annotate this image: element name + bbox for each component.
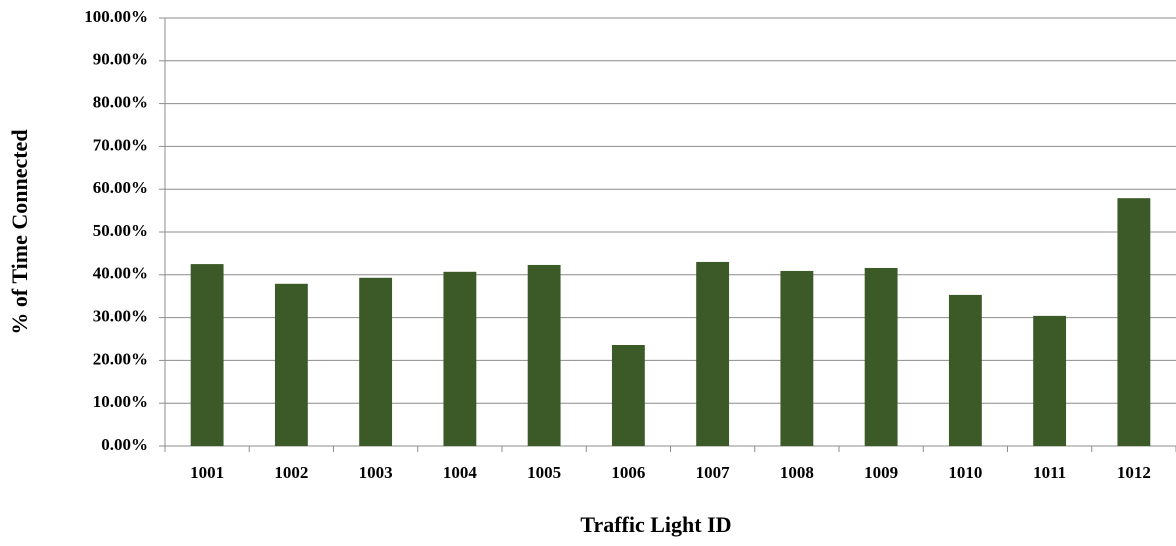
y-tick-label: 50.00% (93, 221, 148, 240)
y-tick-label: 90.00% (93, 50, 148, 69)
x-tick-label: 1007 (696, 463, 731, 482)
bar (443, 271, 477, 446)
bar (864, 267, 898, 446)
bar (274, 283, 308, 446)
bar (190, 264, 224, 446)
y-tick-label: 80.00% (93, 93, 148, 112)
x-tick-label: 1001 (190, 463, 224, 482)
bar (948, 294, 982, 446)
y-tick-label: 0.00% (101, 435, 148, 454)
bar (780, 270, 814, 446)
y-tick-label: 100.00% (84, 7, 148, 26)
bar (1033, 315, 1067, 446)
y-tick-label: 10.00% (93, 392, 148, 411)
x-tick-label: 1011 (1033, 463, 1066, 482)
x-tick-label: 1004 (443, 463, 478, 482)
y-tick-label: 20.00% (93, 349, 148, 368)
x-tick-label: 1002 (274, 463, 308, 482)
x-tick-label: 1009 (864, 463, 898, 482)
bar (527, 264, 561, 446)
x-tick-label: 1010 (948, 463, 982, 482)
x-tick-label: 1012 (1117, 463, 1151, 482)
x-tick-label: 1008 (780, 463, 814, 482)
y-tick-label: 30.00% (93, 307, 148, 326)
x-axis-title: Traffic Light ID (580, 512, 731, 537)
y-tick-label: 40.00% (93, 264, 148, 283)
bar (696, 261, 730, 446)
y-tick-label: 60.00% (93, 178, 148, 197)
bar (611, 344, 645, 446)
bar (359, 277, 393, 446)
x-tick-label: 1003 (359, 463, 393, 482)
y-tick-label: 70.00% (93, 135, 148, 154)
bar (1117, 198, 1151, 446)
x-tick-label: 1006 (611, 463, 645, 482)
x-tick-label: 1005 (527, 463, 561, 482)
y-axis-title: % of Time Connected (7, 129, 32, 334)
